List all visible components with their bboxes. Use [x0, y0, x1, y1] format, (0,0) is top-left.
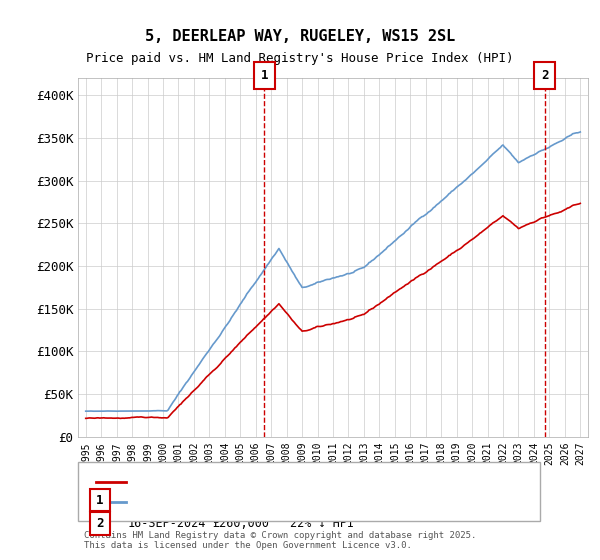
- Text: Price paid vs. HM Land Registry's House Price Index (HPI): Price paid vs. HM Land Registry's House …: [86, 52, 514, 66]
- Text: 5, DEERLEAP WAY, RUGELEY, WS15 2SL (detached house): 5, DEERLEAP WAY, RUGELEY, WS15 2SL (deta…: [132, 477, 451, 487]
- Text: 22% ↓ HPI: 22% ↓ HPI: [290, 517, 354, 530]
- Text: 28% ↓ HPI: 28% ↓ HPI: [290, 493, 354, 507]
- Text: 1: 1: [96, 493, 104, 507]
- Text: 1: 1: [260, 69, 268, 82]
- Text: £140,000: £140,000: [212, 493, 269, 507]
- Text: 16-SEP-2024: 16-SEP-2024: [128, 517, 206, 530]
- Text: 2: 2: [96, 517, 104, 530]
- Text: £260,000: £260,000: [212, 517, 269, 530]
- Text: Contains HM Land Registry data © Crown copyright and database right 2025.
This d: Contains HM Land Registry data © Crown c…: [84, 530, 476, 550]
- Text: 5, DEERLEAP WAY, RUGELEY, WS15 2SL: 5, DEERLEAP WAY, RUGELEY, WS15 2SL: [145, 29, 455, 44]
- Text: 20-JUL-2006: 20-JUL-2006: [128, 493, 206, 507]
- Text: HPI: Average price, detached house, Cannock Chase: HPI: Average price, detached house, Cann…: [132, 497, 438, 507]
- Text: 2: 2: [541, 69, 548, 82]
